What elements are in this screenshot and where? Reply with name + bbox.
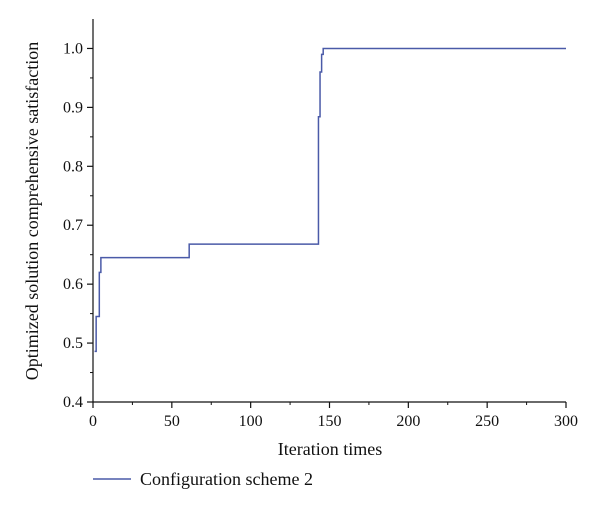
y-tick-label: 0.5 — [63, 335, 83, 352]
series — [94, 47, 566, 353]
y-tick-label: 0.8 — [63, 158, 83, 175]
x-tick-label: 100 — [239, 413, 263, 430]
x-tick-label: 300 — [554, 413, 578, 430]
x-tick-label: 200 — [396, 413, 420, 430]
y-tick-label: 1.0 — [63, 40, 83, 57]
x-tick-label: 150 — [318, 413, 342, 430]
axes — [92, 19, 566, 403]
x-tick-label: 50 — [164, 413, 180, 430]
legend: Configuration scheme 2 — [93, 469, 313, 489]
ticks: 0 50 100 150 200 250 300 0.4 0.5 0.6 0.7 0.8 0.9 1.0 — [63, 40, 578, 430]
x-tick-label: 0 — [89, 413, 97, 430]
y-tick-label: 0.6 — [63, 276, 83, 293]
series-line-configuration-scheme-2 — [94, 47, 566, 353]
y-tick-label: 0.9 — [63, 99, 83, 116]
x-axis-title: Iteration times — [278, 439, 382, 459]
y-tick-label: 0.7 — [63, 217, 83, 234]
x-tick-label: 250 — [475, 413, 499, 430]
legend-label-configuration-scheme-2: Configuration scheme 2 — [140, 469, 313, 489]
y-tick-label: 0.4 — [63, 394, 83, 411]
y-axis-title: Optimized solution comprehensive satisfa… — [22, 42, 42, 380]
